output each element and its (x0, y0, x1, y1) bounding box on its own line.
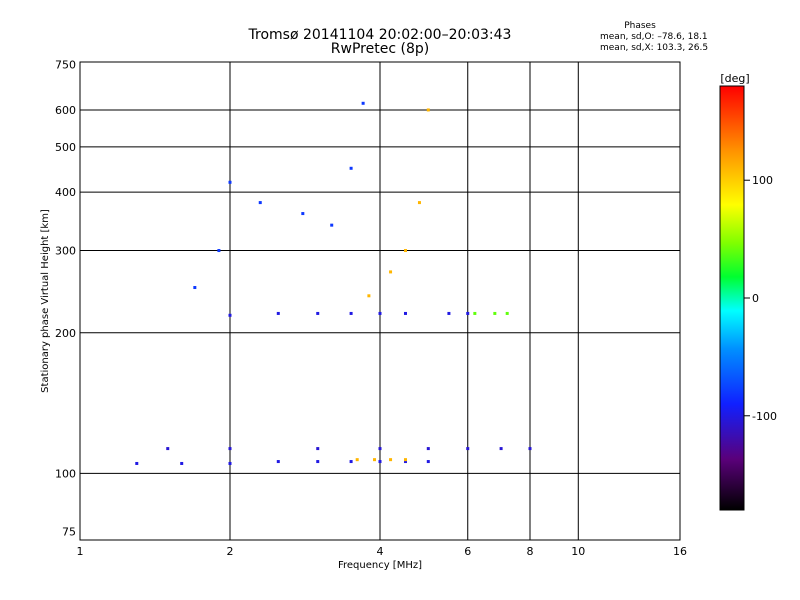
x-tick-label: 2 (227, 545, 234, 558)
data-point (276, 460, 280, 464)
data-point (330, 223, 334, 227)
x-axis-label: Frequency [MHz] (338, 560, 422, 571)
data-point (228, 447, 232, 451)
x-tick-label: 6 (464, 545, 471, 558)
data-point (473, 311, 477, 315)
x-tick-label: 1 (77, 545, 84, 558)
y-tick-label: 75 (62, 526, 76, 539)
data-point (505, 311, 509, 315)
data-point (528, 447, 532, 451)
data-point (403, 311, 407, 315)
colorbar-tick-label: -100 (752, 410, 777, 423)
data-point (447, 311, 451, 315)
data-point (378, 460, 382, 464)
data-point (373, 458, 377, 462)
data-point (493, 311, 497, 315)
data-point (349, 166, 353, 170)
y-tick-label: 500 (55, 141, 76, 154)
y-tick-label: 100 (55, 467, 76, 480)
y-tick-label: 750 (55, 59, 76, 72)
data-point (316, 460, 320, 464)
x-tick-label: 16 (673, 545, 687, 558)
data-point (403, 249, 407, 253)
data-point (166, 447, 170, 451)
data-point (426, 447, 430, 451)
y-axis-ticks: 75 100 200 300 400 500 600 750 (55, 59, 76, 539)
phases-title: Phases (624, 21, 656, 31)
data-point (426, 108, 430, 112)
y-tick-label: 600 (55, 104, 76, 117)
colorbar-tick-label: 100 (752, 174, 773, 187)
data-point (228, 461, 232, 465)
data-point (301, 212, 305, 216)
colorbar (719, 85, 745, 511)
y-tick-label: 400 (55, 186, 76, 199)
colorbar-tick-label: 0 (752, 292, 759, 305)
colorbar-ticks: 100 0 -100 (744, 174, 777, 423)
data-point (276, 311, 280, 315)
data-point (378, 311, 382, 315)
data-point (361, 101, 365, 105)
x-tick-label: 8 (527, 545, 534, 558)
data-point (389, 458, 393, 462)
data-point (426, 460, 430, 464)
data-point (378, 447, 382, 451)
grid-lines (80, 62, 680, 540)
y-tick-label: 300 (55, 245, 76, 258)
data-point (258, 201, 262, 205)
data-point (499, 447, 503, 451)
data-point (316, 447, 320, 451)
data-point (466, 447, 470, 451)
y-axis-label: Stationary phase Virtual Height [km] (40, 209, 51, 393)
data-point (135, 461, 139, 465)
data-point (349, 311, 353, 315)
chart-title: Tromsø 20141104 20:02:00–20:03:43 (248, 27, 512, 43)
data-point (228, 180, 232, 184)
data-point (349, 460, 353, 464)
phases-x-stats: mean, sd,X: 103.3, 26.5 (600, 43, 709, 53)
data-point (403, 460, 407, 464)
data-point (355, 458, 359, 462)
data-point (228, 313, 232, 317)
phases-o-stats: mean, sd,O: –78.6, 18.1 (600, 32, 708, 42)
data-point (316, 311, 320, 315)
x-tick-label: 4 (377, 545, 384, 558)
data-point (389, 270, 393, 274)
data-point (403, 458, 407, 462)
data-point (180, 461, 184, 465)
y-tick-label: 200 (55, 327, 76, 340)
data-point (367, 294, 371, 298)
data-points (135, 101, 532, 465)
chart-subtitle: RwPretec (8p) (330, 41, 430, 57)
data-point (217, 249, 221, 253)
x-tick-label: 10 (571, 545, 585, 558)
colorbar-label: [deg] (720, 72, 749, 85)
x-axis-ticks: 1 2 4 6 8 10 16 (77, 545, 688, 558)
data-point (466, 311, 470, 315)
plot-frame (79, 61, 681, 541)
data-point (417, 201, 421, 205)
data-point (193, 286, 197, 290)
